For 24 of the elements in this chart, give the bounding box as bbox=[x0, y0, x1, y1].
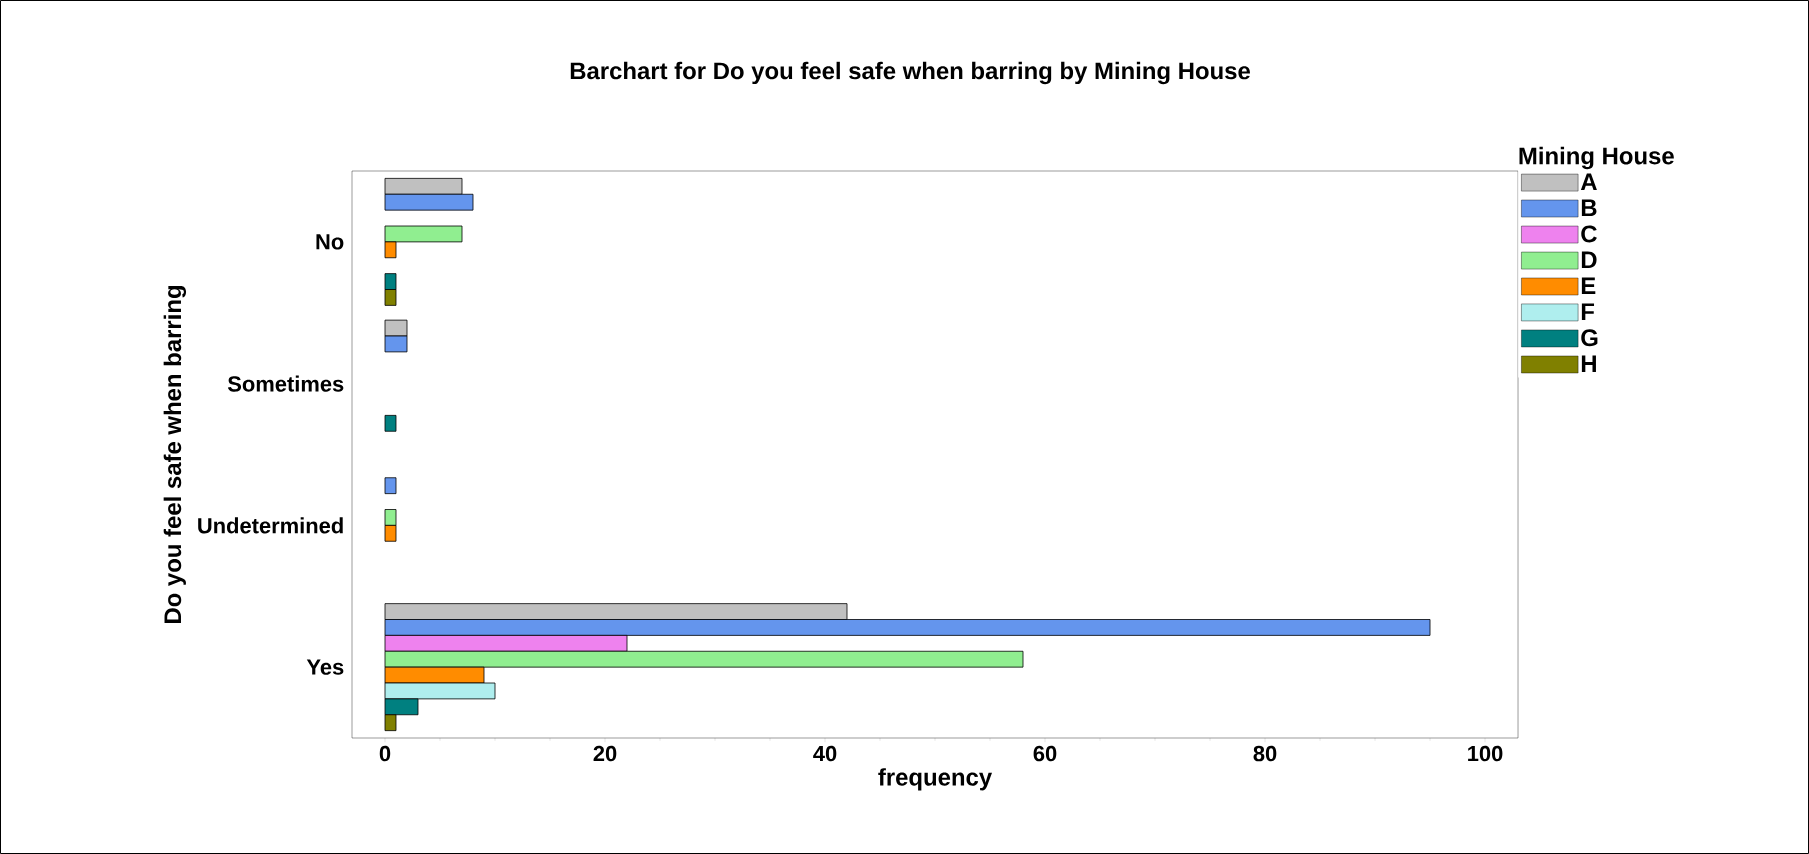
y-tick-label: No bbox=[316, 234, 344, 250]
legend-label: F bbox=[1581, 303, 1595, 320]
chart-title: Barchart for Do you feel safe when barring by Mining House bbox=[570, 61, 1250, 85]
bar bbox=[384, 477, 397, 495]
bar bbox=[384, 414, 397, 432]
legend-label: G bbox=[1581, 329, 1598, 347]
x-tick-label: 40 bbox=[813, 745, 837, 762]
x-tick-label: 80 bbox=[1253, 745, 1277, 762]
y-tick-label: Undetermined bbox=[198, 517, 343, 534]
legend-label: H bbox=[1581, 355, 1596, 372]
legend-label: E bbox=[1581, 277, 1596, 294]
legend-title: Mining House bbox=[1519, 146, 1674, 170]
legend-label: B bbox=[1581, 199, 1597, 216]
y-axis-title: Do you feel safe when barring bbox=[163, 286, 187, 623]
x-tick-label: 20 bbox=[593, 745, 617, 762]
y-tick-label: Yes bbox=[306, 659, 344, 675]
y-tick-label: Sometimes bbox=[227, 375, 344, 392]
x-axis-title: frequency bbox=[878, 768, 993, 791]
legend-label: C bbox=[1581, 225, 1597, 243]
x-tick-label: 100 bbox=[1468, 745, 1503, 762]
x-tick-label: 0 bbox=[379, 745, 391, 762]
legend-label: D bbox=[1581, 251, 1597, 269]
x-tick-label: 60 bbox=[1033, 745, 1057, 762]
legend-label: A bbox=[1580, 173, 1597, 191]
